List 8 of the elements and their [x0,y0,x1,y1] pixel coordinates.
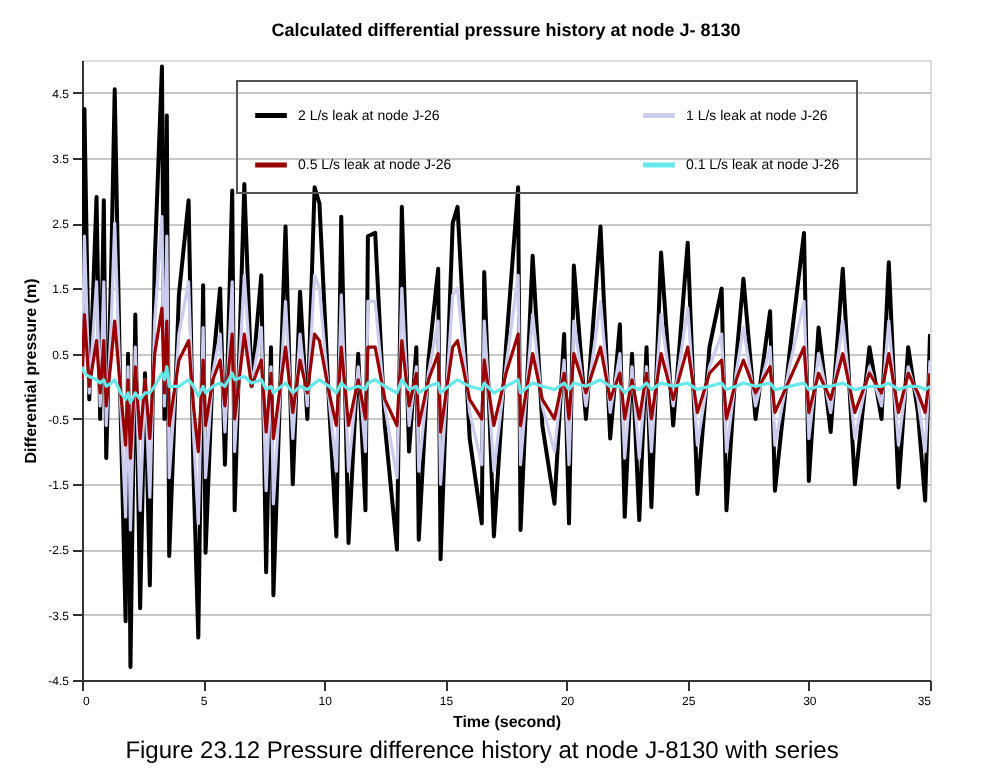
chart-title: Calculated differential pressure history at node J- 8130 [271,20,741,40]
line-series [82,64,930,669]
line-series [82,306,930,460]
x-axis-title: Time (second) [452,713,562,731]
caption: Figure 23.12 Pressure difference history at node J-8130 with series [125,736,839,764]
y-axis-title: Differential pressure (m) [22,277,41,464]
line-series [82,365,930,405]
line-series [82,215,930,532]
